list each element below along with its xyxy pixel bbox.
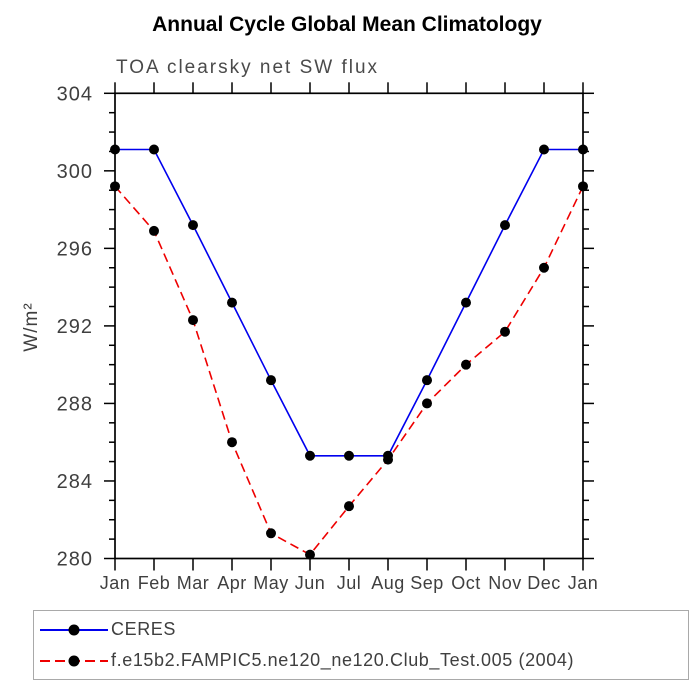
data-point-model — [422, 398, 432, 409]
data-point-ceres — [461, 297, 471, 308]
y-tick-label: 300 — [57, 161, 93, 183]
data-point-ceres — [422, 375, 432, 386]
data-point-model — [266, 528, 276, 539]
data-point-model — [344, 501, 354, 512]
x-tick-label: Apr — [217, 573, 247, 593]
legend-line-sample-model — [40, 655, 108, 666]
data-point-model — [578, 181, 588, 192]
x-tick-label: Oct — [451, 573, 481, 593]
y-tick-label: 288 — [57, 393, 93, 415]
x-tick-label: May — [253, 573, 289, 593]
x-tick-label: Mar — [177, 573, 210, 593]
x-tick-label: Sep — [410, 573, 444, 593]
series-line-model — [114, 185, 584, 556]
x-tick-label: Jan — [568, 573, 599, 593]
y-tick-label: 296 — [57, 238, 93, 260]
data-point-ceres — [500, 220, 510, 231]
data-point-model — [188, 315, 198, 326]
data-point-model — [305, 549, 315, 560]
legend: CERES f.e15b2.FAMPIC5.ne120_ne120.Club_T… — [33, 610, 689, 680]
x-tick-label: Jun — [295, 573, 326, 593]
data-point-model — [110, 181, 120, 192]
x-tick-label: Feb — [138, 573, 171, 593]
data-point-ceres — [227, 297, 237, 308]
x-tick-label: Dec — [527, 573, 561, 593]
legend-item-ceres: CERES — [37, 614, 688, 645]
data-point-model — [149, 225, 159, 236]
x-tick-label: Nov — [488, 573, 522, 593]
legend-item-model: f.e15b2.FAMPIC5.ne120_ne120.Club_Test.00… — [37, 645, 688, 676]
data-point-ceres — [149, 144, 159, 155]
x-tick-label: Aug — [371, 573, 405, 593]
legend-label-ceres: CERES — [111, 619, 177, 639]
data-point-ceres — [578, 144, 588, 155]
chart-title: Annual Cycle Global Mean Climatology — [152, 13, 542, 36]
data-point-ceres — [188, 220, 198, 231]
y-tick-label: 292 — [57, 316, 93, 338]
series-line-ceres — [115, 148, 583, 457]
data-point-model — [383, 454, 393, 465]
data-point-ceres — [305, 450, 315, 461]
chart-subtitle: TOA clearsky net SW flux — [116, 57, 380, 78]
legend-label-model: f.e15b2.FAMPIC5.ne120_ne120.Club_Test.00… — [111, 650, 575, 670]
data-point-ceres — [344, 450, 354, 461]
plot-frame — [114, 92, 584, 560]
legend-line-sample-ceres — [40, 624, 108, 635]
x-tick-label: Jul — [337, 573, 362, 593]
data-point-ceres — [266, 375, 276, 386]
data-point-model — [227, 437, 237, 448]
y-tick-label: 304 — [57, 83, 93, 105]
data-point-ceres — [539, 144, 549, 155]
data-point-ceres — [110, 144, 120, 155]
data-point-model — [500, 326, 510, 337]
x-tick-label: Jan — [100, 573, 131, 593]
y-tick-label: 284 — [57, 471, 93, 493]
data-point-model — [461, 359, 471, 370]
y-tick-label: 280 — [57, 549, 93, 571]
data-point-model — [539, 262, 549, 273]
y-axis-title: W/m² — [21, 302, 42, 352]
